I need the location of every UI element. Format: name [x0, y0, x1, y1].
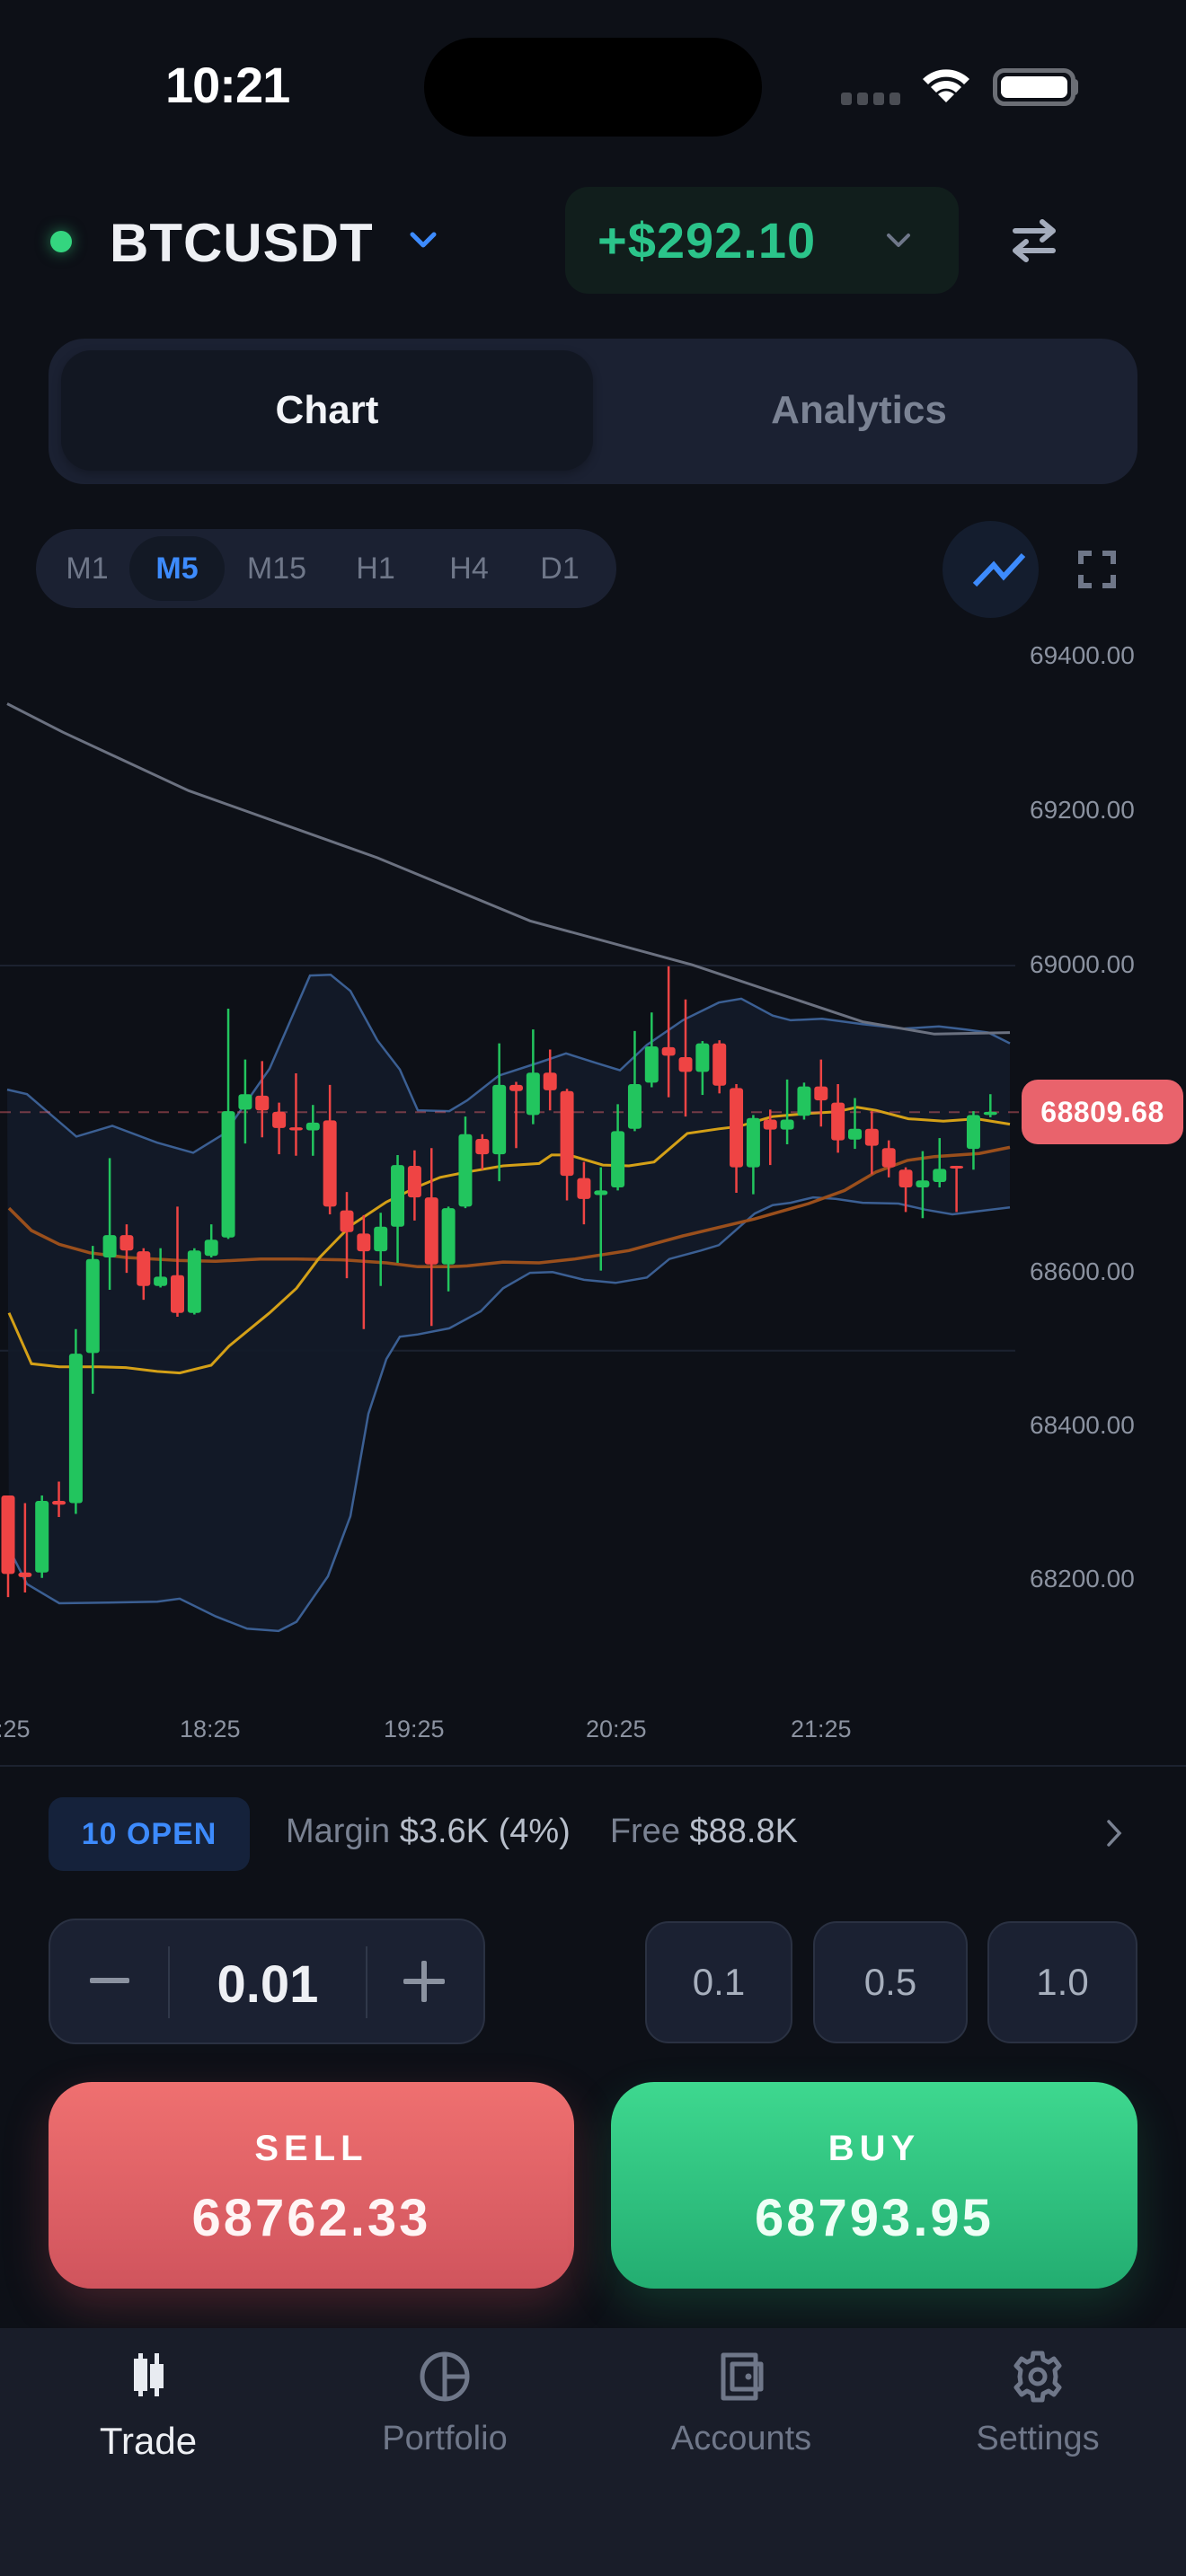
y-axis-label: 69000.00 [1030, 950, 1135, 978]
y-axis-label: 69200.00 [1030, 796, 1135, 824]
account-stats[interactable]: Margin $3.6K (4%) Free $88.8K [286, 1813, 798, 1851]
decrease-lot-button[interactable] [50, 1920, 169, 2042]
tab-analytics[interactable]: Analytics [771, 388, 947, 432]
gear-icon [1013, 2351, 1062, 2403]
indicators-button[interactable] [943, 521, 1039, 618]
sell-price: 68762.33 [191, 2189, 431, 2247]
tab-label: Accounts [670, 2420, 812, 2457]
margin-label: Margin [286, 1813, 391, 1850]
symbol-selector[interactable]: BTCUSDT [110, 213, 374, 273]
free-margin-value: $88.8K [689, 1813, 798, 1850]
dynamic-island [424, 38, 762, 137]
swap-arrows-icon[interactable] [1006, 218, 1062, 263]
pnl-value: +$292.10 [597, 212, 817, 269]
lot-size-value[interactable]: 0.01 [217, 1955, 319, 2014]
timeframe-m15[interactable]: M15 [246, 551, 307, 586]
x-axis-label: :25 [0, 1716, 31, 1742]
tab-settings[interactable]: Settings [890, 2346, 1186, 2481]
fullscreen-icon[interactable] [1078, 551, 1116, 588]
timeframe-h1[interactable]: H1 [356, 551, 395, 586]
stepper-divider [366, 1946, 367, 2018]
tab-bar [0, 2328, 1186, 2576]
chevron-down-icon[interactable] [408, 229, 438, 251]
tab-accounts[interactable]: Accounts [593, 2346, 890, 2481]
tab-portfolio[interactable]: Portfolio [296, 2346, 593, 2481]
minus-icon [90, 1978, 129, 1983]
tab-label: Portfolio [382, 2420, 508, 2457]
divider [0, 1765, 1186, 1767]
buy-price: 68793.95 [755, 2189, 994, 2247]
battery-icon [993, 68, 1075, 106]
sell-label: SELL [254, 2129, 368, 2168]
stepper-divider [168, 1946, 170, 2018]
wifi-icon [923, 69, 969, 102]
battery-tip [1073, 79, 1078, 95]
increase-lot-button[interactable] [365, 1920, 483, 2042]
price-chart[interactable] [0, 620, 1186, 1760]
buy-label: BUY [828, 2129, 921, 2168]
x-axis-label: 20:25 [586, 1716, 647, 1742]
margin-value: $3.6K (4%) [399, 1813, 571, 1850]
plus-icon [403, 1961, 445, 2002]
candlestick-icon [134, 2353, 164, 2396]
pie-chart-icon [420, 2351, 470, 2402]
tab-label: Trade [99, 2420, 198, 2462]
tab-chart[interactable]: Chart [275, 388, 379, 432]
y-axis-label: 68200.00 [1030, 1565, 1135, 1592]
tab-trade[interactable]: Trade [0, 2346, 296, 2481]
timeframe-selector: M1 M5 M15 H1 H4 D1 [36, 529, 616, 608]
tab-label: Settings [976, 2420, 1100, 2457]
timeframe-d1[interactable]: D1 [540, 551, 580, 586]
wallet-icon [721, 2352, 764, 2401]
y-axis-label: 68400.00 [1030, 1411, 1135, 1439]
timeframe-m1[interactable]: M1 [66, 551, 109, 586]
live-status-dot [50, 231, 72, 252]
timeframe-m5[interactable]: M5 [129, 536, 225, 601]
lot-preset-1-0[interactable]: 1.0 [987, 1921, 1137, 2043]
timeframe-h4[interactable]: H4 [449, 551, 489, 586]
current-price-tag: 68809.68 [1022, 1080, 1183, 1144]
sell-button[interactable]: SELL 68762.33 [49, 2082, 574, 2289]
buy-button[interactable]: BUY 68793.95 [611, 2082, 1137, 2289]
trend-line-icon [972, 552, 1026, 587]
open-positions-badge[interactable]: 10 OPEN [49, 1797, 250, 1871]
chevron-right-icon[interactable] [1105, 1818, 1123, 1848]
segment-active-indicator [61, 350, 593, 471]
y-axis-label: 69400.00 [1030, 641, 1135, 669]
x-axis-label: 19:25 [384, 1716, 445, 1742]
status-time: 10:21 [165, 57, 290, 113]
chevron-down-icon [887, 234, 910, 247]
cellular-signal-icon [841, 93, 900, 105]
y-axis-label: 68600.00 [1030, 1257, 1135, 1285]
lot-preset-0-1[interactable]: 0.1 [645, 1921, 792, 2043]
x-axis-label: 21:25 [791, 1716, 852, 1742]
lot-preset-0-5[interactable]: 0.5 [813, 1921, 968, 2043]
x-axis-label: 18:25 [180, 1716, 241, 1742]
free-label: Free [609, 1813, 680, 1850]
